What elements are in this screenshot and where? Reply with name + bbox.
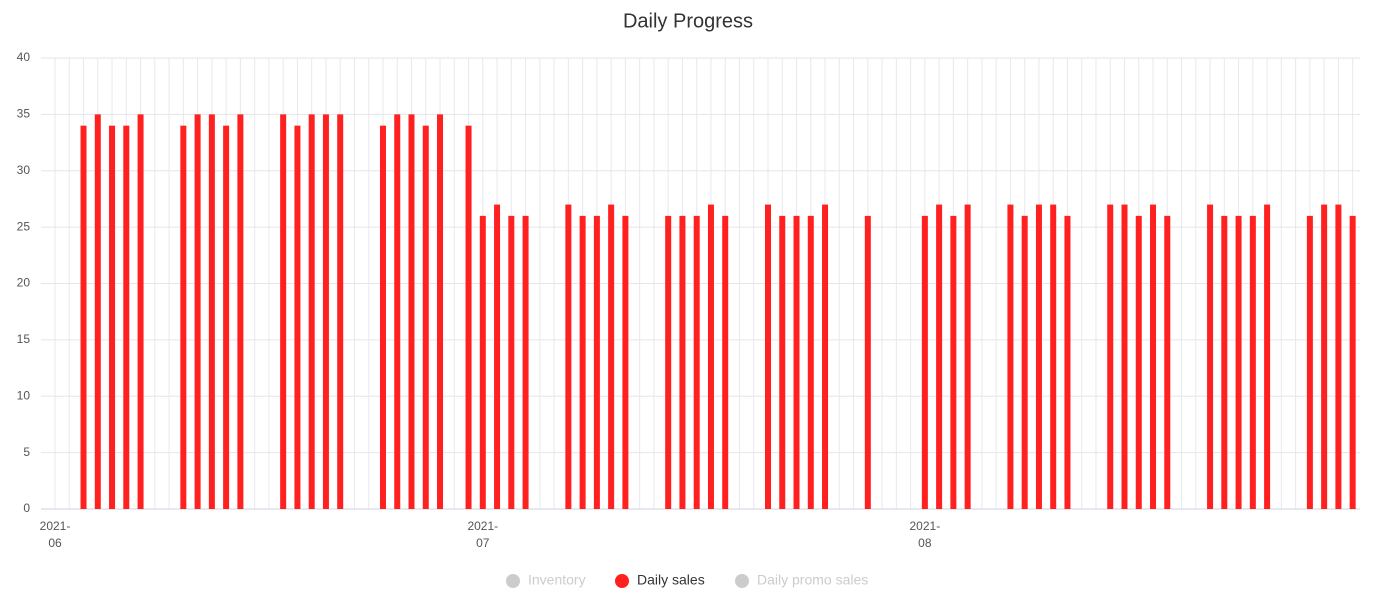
bar	[1221, 215, 1228, 509]
bar	[722, 215, 729, 509]
bar	[308, 114, 315, 509]
bar	[522, 215, 529, 509]
bar	[1321, 204, 1328, 509]
y-tick-label: 0	[23, 501, 30, 515]
bar	[608, 204, 615, 509]
bar	[337, 114, 344, 509]
legend-label[interactable]: Daily promo sales	[757, 572, 868, 588]
bar	[137, 114, 144, 509]
y-tick-label: 35	[17, 107, 31, 121]
bar	[693, 215, 700, 509]
bar	[109, 125, 116, 510]
bar	[465, 125, 472, 510]
bar	[223, 125, 230, 510]
bar	[1064, 215, 1071, 509]
chart-title: Daily Progress	[623, 10, 753, 32]
bar	[1235, 215, 1242, 509]
bar	[437, 114, 444, 509]
x-tick-label: 2021-07	[467, 519, 498, 550]
bar	[194, 114, 201, 509]
bar	[237, 114, 244, 509]
bar	[479, 215, 486, 509]
bar	[679, 215, 686, 509]
bar	[779, 215, 786, 509]
bar	[1207, 204, 1214, 509]
bar	[1264, 204, 1271, 509]
bar	[1021, 215, 1028, 509]
bar	[864, 215, 871, 509]
bar	[1349, 215, 1356, 509]
bar	[1121, 204, 1128, 509]
legend-marker[interactable]	[735, 574, 749, 588]
bar	[1107, 204, 1114, 509]
bar	[921, 215, 928, 509]
legend-label[interactable]: Daily sales	[637, 572, 705, 588]
bar	[294, 125, 301, 510]
bar	[322, 114, 329, 509]
bar	[394, 114, 401, 509]
bar	[1135, 215, 1142, 509]
bar	[665, 215, 672, 509]
bar	[208, 114, 215, 509]
y-tick-label: 40	[17, 50, 31, 64]
bar	[964, 204, 971, 509]
bar	[1335, 204, 1342, 509]
bar	[1164, 215, 1171, 509]
bar	[1035, 204, 1042, 509]
bar	[936, 204, 943, 509]
x-tick-label: 2021-08	[910, 519, 941, 550]
bar	[822, 204, 829, 509]
bar	[280, 114, 287, 509]
y-tick-label: 15	[17, 332, 31, 346]
legend-marker[interactable]	[615, 574, 629, 588]
x-tick-label: 2021-06	[40, 519, 71, 550]
bar	[408, 114, 415, 509]
bar	[1007, 204, 1014, 509]
bar	[1150, 204, 1157, 509]
bar	[622, 215, 629, 509]
bar	[565, 204, 572, 509]
bar	[793, 215, 800, 509]
bar	[508, 215, 515, 509]
bar	[1050, 204, 1057, 509]
bar	[579, 215, 586, 509]
bar	[80, 125, 87, 510]
bar	[94, 114, 101, 509]
bar	[379, 125, 386, 510]
y-tick-label: 20	[17, 276, 31, 290]
bar	[422, 125, 429, 510]
bar	[1249, 215, 1256, 509]
bar	[593, 215, 600, 509]
y-tick-label: 10	[17, 388, 31, 402]
bar	[707, 204, 714, 509]
bar	[765, 204, 771, 509]
legend-label[interactable]: Inventory	[528, 572, 586, 588]
bar	[807, 215, 814, 509]
bar	[123, 125, 130, 510]
bar	[950, 215, 957, 509]
legend-marker[interactable]	[506, 574, 520, 588]
y-tick-label: 25	[17, 219, 31, 233]
y-tick-label: 30	[17, 163, 31, 177]
bar	[180, 125, 187, 510]
y-tick-label: 5	[23, 445, 30, 459]
bar	[1306, 215, 1313, 509]
bar	[494, 204, 501, 509]
